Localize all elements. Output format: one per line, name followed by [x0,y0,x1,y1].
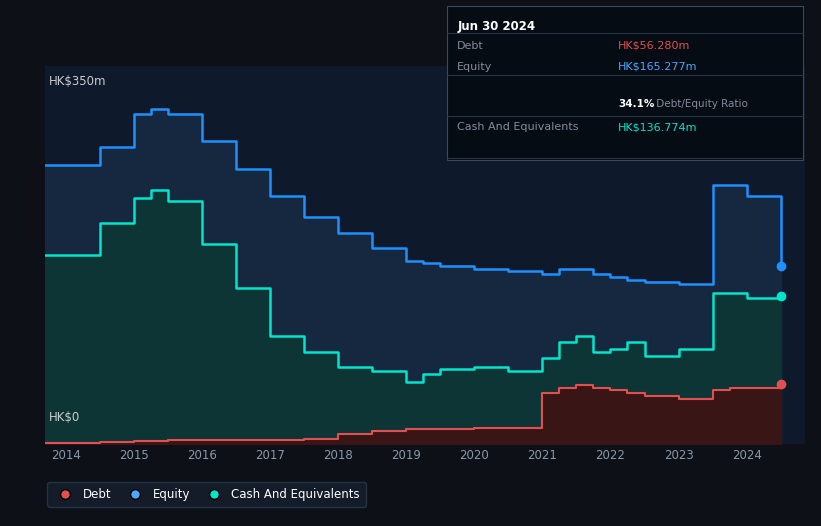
Text: Jun 30 2024: Jun 30 2024 [457,20,535,33]
Text: HK$0: HK$0 [49,411,80,423]
Text: Equity: Equity [457,62,493,72]
Text: Cash And Equivalents: Cash And Equivalents [457,122,579,133]
Text: HK$56.280m: HK$56.280m [618,41,690,51]
Legend: Debt, Equity, Cash And Equivalents: Debt, Equity, Cash And Equivalents [48,482,366,507]
Text: HK$165.277m: HK$165.277m [618,62,698,72]
Text: Debt: Debt [457,41,484,51]
Text: 34.1%: 34.1% [618,98,654,109]
Text: HK$136.774m: HK$136.774m [618,122,698,133]
Text: HK$350m: HK$350m [49,75,107,88]
Text: Debt/Equity Ratio: Debt/Equity Ratio [653,98,747,109]
